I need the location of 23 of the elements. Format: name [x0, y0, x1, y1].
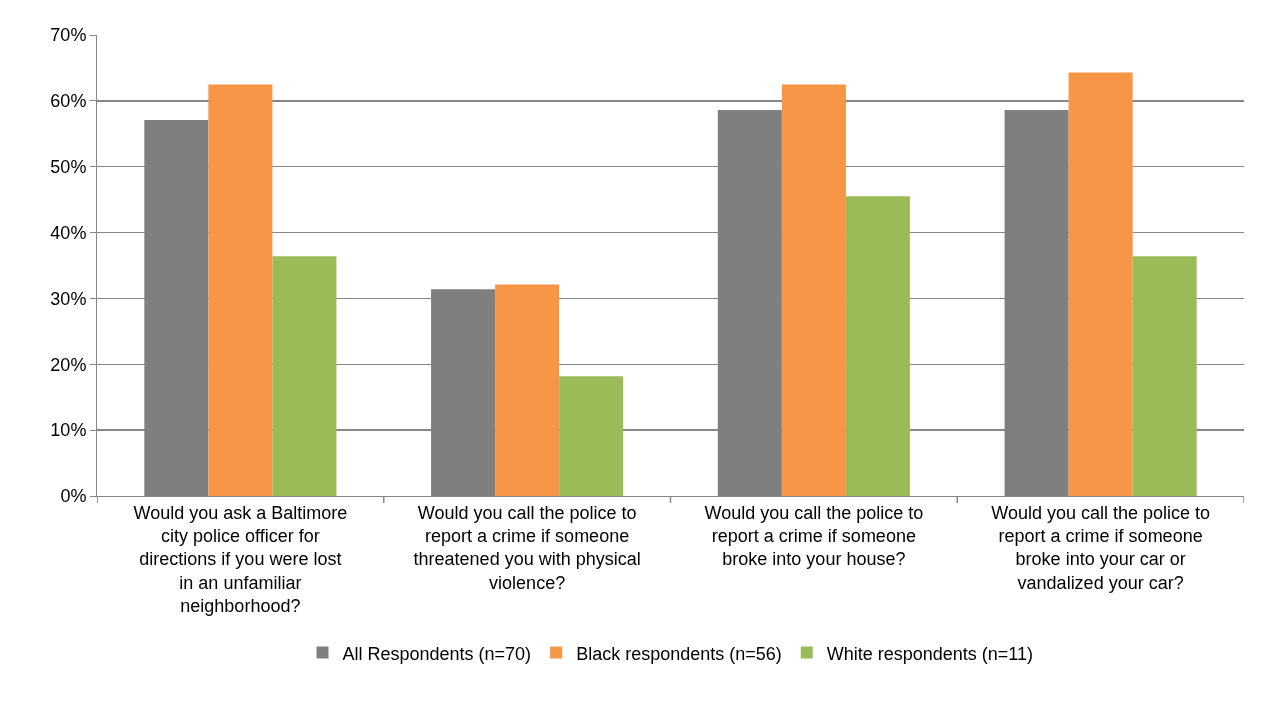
- x-tick-label: Would you ask a Baltimore city police officer for directions if you were lost in an unfamiliar neighborhood?: [133, 502, 348, 617]
- legend-label: Black respondents (n=56): [576, 643, 782, 664]
- bar: [781, 84, 846, 496]
- y-tick-label: 30%: [50, 288, 87, 309]
- y-tick-label: 0%: [60, 486, 87, 507]
- y-tick-label: 60%: [50, 91, 87, 112]
- bar: [1068, 72, 1133, 496]
- bar: [1132, 256, 1197, 496]
- bar: [208, 84, 273, 496]
- y-tick-label: 10%: [50, 420, 87, 441]
- y-tick-label: 50%: [50, 157, 87, 178]
- legend-label: All Respondents (n=70): [342, 643, 532, 664]
- y-tick-label: 40%: [50, 222, 87, 243]
- y-tick-label: 20%: [50, 354, 87, 375]
- bar: [495, 284, 560, 496]
- x-tick-label: Would you call the police to report a crime if someone broke into your house?: [704, 502, 924, 570]
- bar: [559, 376, 624, 496]
- x-tick-label: Would you call the police to report a crime if someone threatened you with physical violence?: [413, 502, 641, 593]
- x-tick-label: Would you call the police to report a crime if someone broke into your car or vandalized your car?: [991, 502, 1211, 593]
- bar: [272, 256, 337, 496]
- bar: [845, 196, 910, 496]
- legend-label: White respondents (n=11): [826, 643, 1034, 664]
- y-tick-label: 70%: [50, 25, 87, 46]
